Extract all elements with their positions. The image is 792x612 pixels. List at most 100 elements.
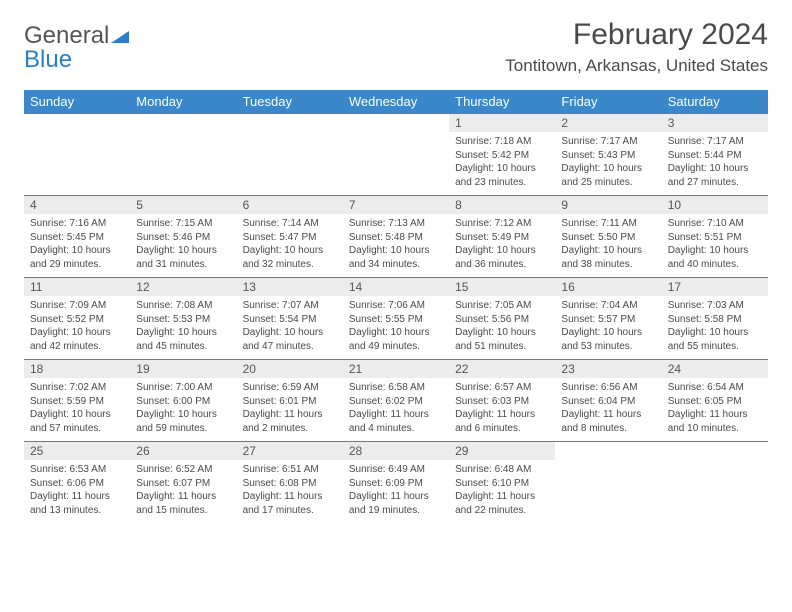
day-details: Sunrise: 7:13 AMSunset: 5:48 PMDaylight:… (343, 214, 449, 277)
empty-cell (555, 442, 661, 524)
dow-cell: Saturday (662, 90, 768, 114)
sunrise: Sunrise: 6:52 AM (136, 463, 230, 477)
empty-cell (130, 114, 236, 196)
sunset: Sunset: 5:58 PM (668, 313, 762, 327)
day-number: 6 (237, 196, 343, 214)
day-cell: 5Sunrise: 7:15 AMSunset: 5:46 PMDaylight… (130, 196, 236, 278)
sunset: Sunset: 5:52 PM (30, 313, 124, 327)
sunrise: Sunrise: 6:48 AM (455, 463, 549, 477)
daylight-line2: and 31 minutes. (136, 258, 230, 272)
day-details: Sunrise: 7:05 AMSunset: 5:56 PMDaylight:… (449, 296, 555, 359)
day-details: Sunrise: 7:10 AMSunset: 5:51 PMDaylight:… (662, 214, 768, 277)
sunset: Sunset: 5:55 PM (349, 313, 443, 327)
sunrise: Sunrise: 6:54 AM (668, 381, 762, 395)
daylight-line1: Daylight: 10 hours (30, 408, 124, 422)
sunrise: Sunrise: 7:06 AM (349, 299, 443, 313)
daylight-line2: and 19 minutes. (349, 504, 443, 518)
sunset: Sunset: 6:04 PM (561, 395, 655, 409)
day-details: Sunrise: 6:49 AMSunset: 6:09 PMDaylight:… (343, 460, 449, 523)
sunset: Sunset: 5:50 PM (561, 231, 655, 245)
daylight-line1: Daylight: 10 hours (349, 244, 443, 258)
day-details: Sunrise: 6:52 AMSunset: 6:07 PMDaylight:… (130, 460, 236, 523)
week-row: 18Sunrise: 7:02 AMSunset: 5:59 PMDayligh… (24, 360, 768, 442)
sunrise: Sunrise: 7:03 AM (668, 299, 762, 313)
daylight-line1: Daylight: 10 hours (561, 244, 655, 258)
sunset: Sunset: 6:05 PM (668, 395, 762, 409)
daylight-line1: Daylight: 10 hours (455, 244, 549, 258)
daylight-line2: and 34 minutes. (349, 258, 443, 272)
week-row: 1Sunrise: 7:18 AMSunset: 5:42 PMDaylight… (24, 114, 768, 196)
day-cell: 23Sunrise: 6:56 AMSunset: 6:04 PMDayligh… (555, 360, 661, 442)
daylight-line2: and 23 minutes. (455, 176, 549, 190)
day-cell: 20Sunrise: 6:59 AMSunset: 6:01 PMDayligh… (237, 360, 343, 442)
sunset: Sunset: 5:44 PM (668, 149, 762, 163)
day-cell: 7Sunrise: 7:13 AMSunset: 5:48 PMDaylight… (343, 196, 449, 278)
daylight-line2: and 6 minutes. (455, 422, 549, 436)
daylight-line1: Daylight: 10 hours (136, 244, 230, 258)
header: General Blue February 2024 Tontitown, Ar… (0, 0, 792, 80)
sunrise: Sunrise: 7:15 AM (136, 217, 230, 231)
daylight-line1: Daylight: 11 hours (668, 408, 762, 422)
day-cell: 22Sunrise: 6:57 AMSunset: 6:03 PMDayligh… (449, 360, 555, 442)
week-row: 11Sunrise: 7:09 AMSunset: 5:52 PMDayligh… (24, 278, 768, 360)
day-details: Sunrise: 7:03 AMSunset: 5:58 PMDaylight:… (662, 296, 768, 359)
sunrise: Sunrise: 7:11 AM (561, 217, 655, 231)
day-number: 18 (24, 360, 130, 378)
day-details: Sunrise: 6:59 AMSunset: 6:01 PMDaylight:… (237, 378, 343, 441)
sunset: Sunset: 5:54 PM (243, 313, 337, 327)
day-number: 12 (130, 278, 236, 296)
day-number: 14 (343, 278, 449, 296)
daylight-line2: and 53 minutes. (561, 340, 655, 354)
day-number: 10 (662, 196, 768, 214)
daylight-line2: and 36 minutes. (455, 258, 549, 272)
empty-cell (662, 442, 768, 524)
day-details: Sunrise: 6:48 AMSunset: 6:10 PMDaylight:… (449, 460, 555, 523)
daylight-line2: and 55 minutes. (668, 340, 762, 354)
daylight-line1: Daylight: 11 hours (349, 408, 443, 422)
day-number: 3 (662, 114, 768, 132)
sunrise: Sunrise: 6:49 AM (349, 463, 443, 477)
sunrise: Sunrise: 7:07 AM (243, 299, 337, 313)
logo-text: General Blue (24, 24, 129, 72)
day-number: 22 (449, 360, 555, 378)
sunrise: Sunrise: 7:09 AM (30, 299, 124, 313)
dow-cell: Tuesday (237, 90, 343, 114)
day-number: 17 (662, 278, 768, 296)
daylight-line2: and 40 minutes. (668, 258, 762, 272)
sunrise: Sunrise: 7:17 AM (561, 135, 655, 149)
location: Tontitown, Arkansas, United States (505, 56, 768, 76)
logo-triangle-icon (111, 31, 129, 43)
sunrise: Sunrise: 7:17 AM (668, 135, 762, 149)
day-number: 19 (130, 360, 236, 378)
sunset: Sunset: 5:56 PM (455, 313, 549, 327)
day-cell: 18Sunrise: 7:02 AMSunset: 5:59 PMDayligh… (24, 360, 130, 442)
sunset: Sunset: 6:06 PM (30, 477, 124, 491)
sunset: Sunset: 5:59 PM (30, 395, 124, 409)
daylight-line2: and 25 minutes. (561, 176, 655, 190)
day-details: Sunrise: 6:51 AMSunset: 6:08 PMDaylight:… (237, 460, 343, 523)
daylight-line2: and 17 minutes. (243, 504, 337, 518)
daylight-line1: Daylight: 10 hours (30, 326, 124, 340)
daylight-line1: Daylight: 10 hours (349, 326, 443, 340)
daylight-line2: and 22 minutes. (455, 504, 549, 518)
daylight-line1: Daylight: 11 hours (349, 490, 443, 504)
day-details: Sunrise: 7:02 AMSunset: 5:59 PMDaylight:… (24, 378, 130, 441)
sunset: Sunset: 6:01 PM (243, 395, 337, 409)
sunset: Sunset: 6:09 PM (349, 477, 443, 491)
day-number: 1 (449, 114, 555, 132)
day-number: 21 (343, 360, 449, 378)
sunrise: Sunrise: 7:14 AM (243, 217, 337, 231)
daylight-line2: and 13 minutes. (30, 504, 124, 518)
sunset: Sunset: 5:45 PM (30, 231, 124, 245)
daylight-line1: Daylight: 10 hours (668, 244, 762, 258)
day-details: Sunrise: 7:06 AMSunset: 5:55 PMDaylight:… (343, 296, 449, 359)
dow-cell: Thursday (449, 90, 555, 114)
sunset: Sunset: 6:10 PM (455, 477, 549, 491)
day-number: 13 (237, 278, 343, 296)
empty-cell (237, 114, 343, 196)
sunrise: Sunrise: 7:18 AM (455, 135, 549, 149)
dow-cell: Monday (130, 90, 236, 114)
daylight-line2: and 2 minutes. (243, 422, 337, 436)
sunrise: Sunrise: 7:16 AM (30, 217, 124, 231)
sunset: Sunset: 5:47 PM (243, 231, 337, 245)
